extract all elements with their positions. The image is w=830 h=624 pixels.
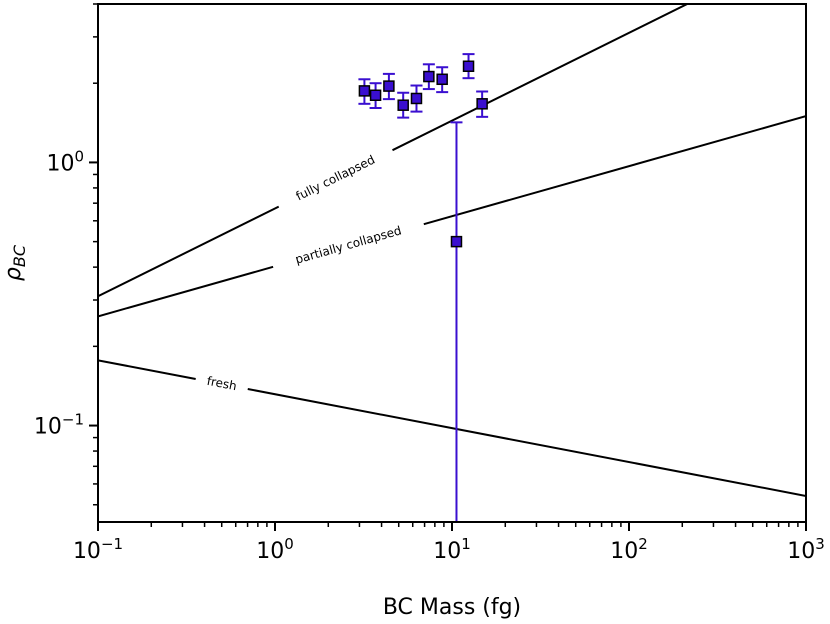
reference-lines xyxy=(98,4,806,497)
reference-line-labels: fully collapsed partially collapsed fresh xyxy=(206,153,403,394)
y-tick-label: 10−1 xyxy=(34,411,84,440)
data-point-marker xyxy=(383,80,395,92)
data-point-marker xyxy=(369,89,382,102)
y-axis-label-subscript: BC xyxy=(10,244,29,267)
data-point-marker xyxy=(450,235,463,248)
reference-line-segment xyxy=(247,388,806,497)
y-axis-label: ρBC xyxy=(1,244,29,281)
x-tick-label: 100 xyxy=(256,535,294,564)
data-point-marker xyxy=(476,98,488,110)
data-point-marker xyxy=(358,85,371,97)
reference-line-label: partially collapsed xyxy=(294,223,403,266)
x-tick-label: 102 xyxy=(610,535,648,564)
data-point-marker xyxy=(436,73,448,86)
y-axis-label-main: ρ xyxy=(1,267,26,281)
y-tick-label: 100 xyxy=(46,147,84,176)
data-point-marker xyxy=(410,92,423,105)
reference-line-segment xyxy=(98,265,274,318)
data-points xyxy=(358,53,489,522)
data-point-marker xyxy=(423,70,435,83)
y-axis-ticks: 10−1 100 xyxy=(34,3,98,506)
reference-line-segment xyxy=(98,359,196,381)
x-tick-label: 103 xyxy=(787,535,825,564)
x-tick-label: 101 xyxy=(433,535,471,564)
data-point-marker xyxy=(397,99,409,111)
reference-line-label: fully collapsed xyxy=(294,153,377,204)
x-tick-label: 10−1 xyxy=(73,535,123,564)
reference-line-segment xyxy=(98,205,280,298)
reference-line-label: fresh xyxy=(206,374,238,393)
x-axis-ticks: 10−1 100 101 102 103 xyxy=(73,522,825,564)
x-axis-label: BC Mass (fg) xyxy=(383,595,521,620)
data-point-marker xyxy=(462,60,475,72)
reference-line-segment xyxy=(423,115,806,226)
reference-line-segment xyxy=(392,4,690,152)
plot-frame xyxy=(97,3,807,523)
